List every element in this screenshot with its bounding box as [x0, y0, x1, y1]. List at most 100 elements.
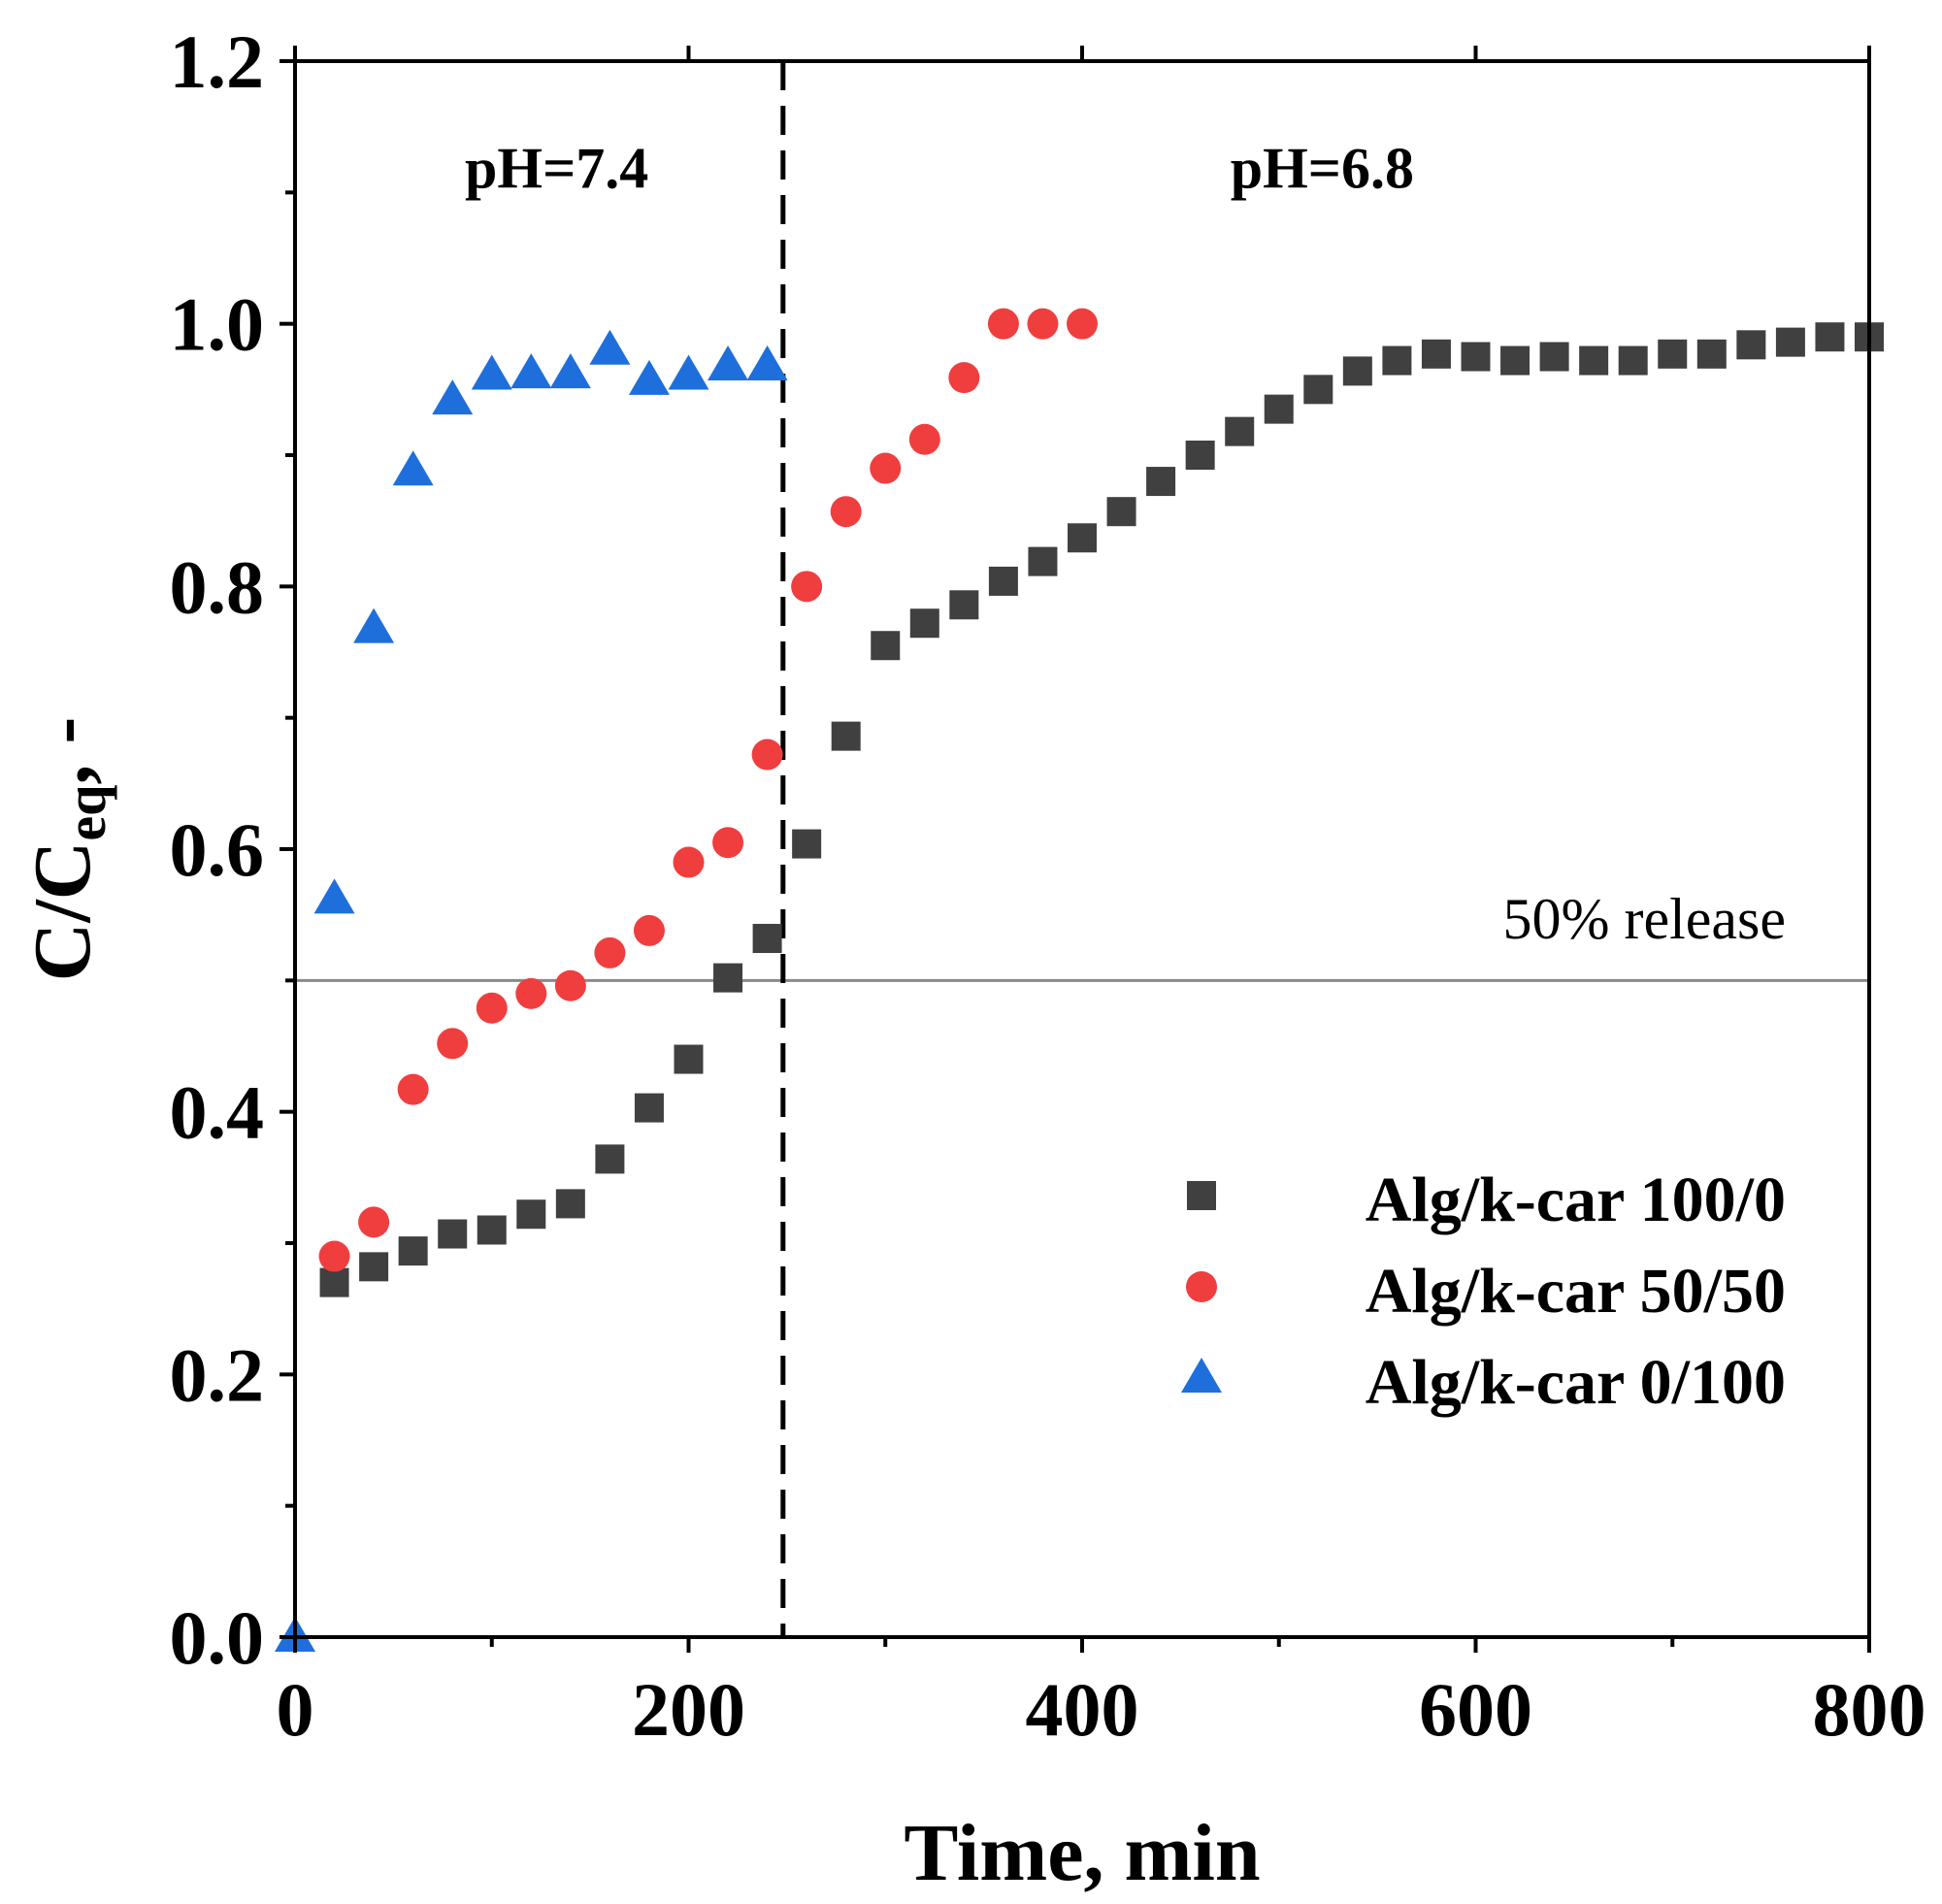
- point-alg-k-car-50-50-3: [437, 1028, 469, 1060]
- point-alg-k-car-100-0-31: [1539, 342, 1569, 372]
- point-alg-k-car-100-0-36: [1736, 330, 1766, 360]
- point-alg-k-car-0-100-11: [708, 345, 749, 380]
- y-axis-title-subscript: eq: [54, 785, 117, 841]
- point-alg-k-car-100-0-21: [1146, 467, 1176, 497]
- point-alg-k-car-0-100-10: [668, 354, 709, 390]
- y-tick-label-4: 0.8: [170, 544, 265, 629]
- x-tick-label-4: 800: [1813, 1667, 1926, 1752]
- point-alg-k-car-100-0-5: [516, 1199, 546, 1230]
- point-alg-k-car-0-100-1: [313, 878, 355, 914]
- point-alg-k-car-50-50-18: [1027, 308, 1059, 340]
- point-alg-k-car-100-0-15: [909, 608, 939, 639]
- ticks-group: 0 200 400 600 800 0.0 0.2 0.4 0.6 0.8 1.0 1.2: [170, 19, 1926, 1752]
- x-tick-label-0: 0: [277, 1667, 314, 1752]
- reference-line-label: 50% release: [1502, 887, 1786, 951]
- point-alg-k-car-50-50-0: [318, 1240, 350, 1272]
- point-alg-k-car-0-100-4: [432, 379, 474, 415]
- point-alg-k-car-0-100-5: [471, 354, 512, 390]
- point-alg-k-car-100-0-16: [949, 590, 979, 620]
- point-alg-k-car-100-0-30: [1500, 345, 1531, 376]
- legend-symbol-alg-k-car-50-50: [1186, 1271, 1217, 1302]
- point-alg-k-car-100-0-8: [634, 1093, 664, 1123]
- legend-label-alg-k-car-0-100: Alg/k-car 0/100: [1366, 1347, 1786, 1418]
- y-tick-label-3: 0.6: [170, 807, 265, 892]
- point-alg-k-car-100-0-7: [595, 1144, 625, 1174]
- point-alg-k-car-100-0-22: [1185, 441, 1215, 470]
- point-alg-k-car-50-50-11: [751, 739, 783, 771]
- series-alg-k-car-100-0: [319, 322, 1884, 1297]
- x-tick-label-3: 600: [1419, 1667, 1532, 1752]
- point-alg-k-car-100-0-11: [752, 924, 782, 954]
- point-alg-k-car-100-0-20: [1106, 497, 1136, 527]
- point-alg-k-car-100-0-10: [713, 963, 743, 993]
- point-alg-k-car-100-0-27: [1382, 345, 1412, 376]
- point-alg-k-car-100-0-26: [1342, 356, 1372, 386]
- point-alg-k-car-100-0-17: [988, 566, 1018, 596]
- point-alg-k-car-0-100-8: [589, 329, 631, 365]
- point-alg-k-car-50-50-7: [594, 936, 626, 968]
- point-alg-k-car-100-0-25: [1303, 375, 1333, 405]
- point-alg-k-car-100-0-6: [555, 1189, 585, 1219]
- point-alg-k-car-50-50-5: [515, 977, 547, 1009]
- point-alg-k-car-100-0-12: [792, 829, 822, 859]
- point-alg-k-car-100-0-29: [1461, 342, 1491, 372]
- point-alg-k-car-100-0-9: [674, 1044, 704, 1074]
- point-alg-k-car-50-50-14: [870, 452, 902, 484]
- point-alg-k-car-50-50-4: [476, 992, 508, 1024]
- legend-label-alg-k-car-100-0: Alg/k-car 100/0: [1366, 1165, 1786, 1235]
- y-tick-label-1: 0.2: [170, 1332, 265, 1417]
- point-alg-k-car-100-0-28: [1421, 339, 1451, 369]
- point-alg-k-car-100-0-37: [1775, 327, 1805, 357]
- point-alg-k-car-100-0-34: [1658, 339, 1688, 369]
- legend-label-alg-k-car-50-50: Alg/k-car 50/50: [1366, 1256, 1786, 1327]
- point-alg-k-car-100-0-1: [359, 1252, 389, 1282]
- point-alg-k-car-0-100-12: [746, 345, 788, 380]
- legend-symbol-alg-k-car-0-100: [1181, 1358, 1222, 1393]
- y-tick-label-0: 0.0: [170, 1595, 265, 1680]
- point-alg-k-car-50-50-9: [673, 846, 705, 878]
- y-axis-title-suffix: , -: [17, 717, 108, 785]
- y-tick-label-6: 1.2: [170, 19, 265, 104]
- point-alg-k-car-50-50-1: [358, 1206, 390, 1238]
- y-axis-title-main: C/C: [17, 841, 108, 982]
- point-alg-k-car-0-100-7: [549, 353, 591, 389]
- point-alg-k-car-50-50-10: [712, 827, 744, 859]
- point-alg-k-car-100-0-24: [1264, 394, 1294, 424]
- point-alg-k-car-100-0-35: [1696, 339, 1727, 369]
- legend-symbol-alg-k-car-100-0: [1187, 1181, 1216, 1210]
- point-alg-k-car-100-0-13: [831, 721, 861, 751]
- point-alg-k-car-100-0-3: [438, 1219, 468, 1249]
- point-alg-k-car-100-0-18: [1028, 546, 1058, 576]
- series-group: [275, 308, 1884, 1652]
- legend: Alg/k-car 100/0 Alg/k-car 50/50 Alg/k-ca…: [1181, 1165, 1786, 1418]
- y-tick-label-2: 0.4: [170, 1070, 265, 1155]
- legend-marker-alg-k-car-0-100: [1181, 1358, 1222, 1393]
- y-tick-label-5: 1.0: [170, 282, 265, 367]
- point-alg-k-car-0-100-3: [392, 450, 434, 486]
- point-alg-k-car-100-0-32: [1579, 345, 1609, 376]
- point-alg-k-car-100-0-0: [319, 1267, 349, 1297]
- y-axis-title: C/Ceq, -: [17, 717, 117, 982]
- region-label-ph-7-4: pH=7.4: [465, 136, 648, 200]
- point-alg-k-car-50-50-13: [830, 496, 862, 528]
- point-alg-k-car-100-0-19: [1068, 523, 1097, 553]
- point-alg-k-car-100-0-4: [477, 1215, 507, 1245]
- point-alg-k-car-100-0-14: [871, 631, 901, 661]
- point-alg-k-car-0-100-9: [628, 359, 670, 395]
- region-label-ph-6-8: pH=6.8: [1231, 136, 1414, 200]
- x-tick-label-2: 400: [1026, 1667, 1139, 1752]
- point-alg-k-car-0-100-6: [510, 353, 552, 389]
- point-alg-k-car-50-50-12: [791, 571, 823, 603]
- point-alg-k-car-100-0-2: [398, 1236, 428, 1266]
- series-alg-k-car-50-50: [318, 308, 1098, 1272]
- point-alg-k-car-100-0-33: [1618, 345, 1648, 376]
- x-tick-label-1: 200: [632, 1667, 745, 1752]
- legend-marker-alg-k-car-100-0: [1187, 1181, 1216, 1210]
- point-alg-k-car-50-50-15: [908, 423, 940, 455]
- point-alg-k-car-0-100-2: [353, 607, 395, 643]
- series-alg-k-car-0-100: [275, 329, 788, 1652]
- point-alg-k-car-50-50-6: [554, 969, 586, 1001]
- point-alg-k-car-50-50-2: [397, 1073, 429, 1105]
